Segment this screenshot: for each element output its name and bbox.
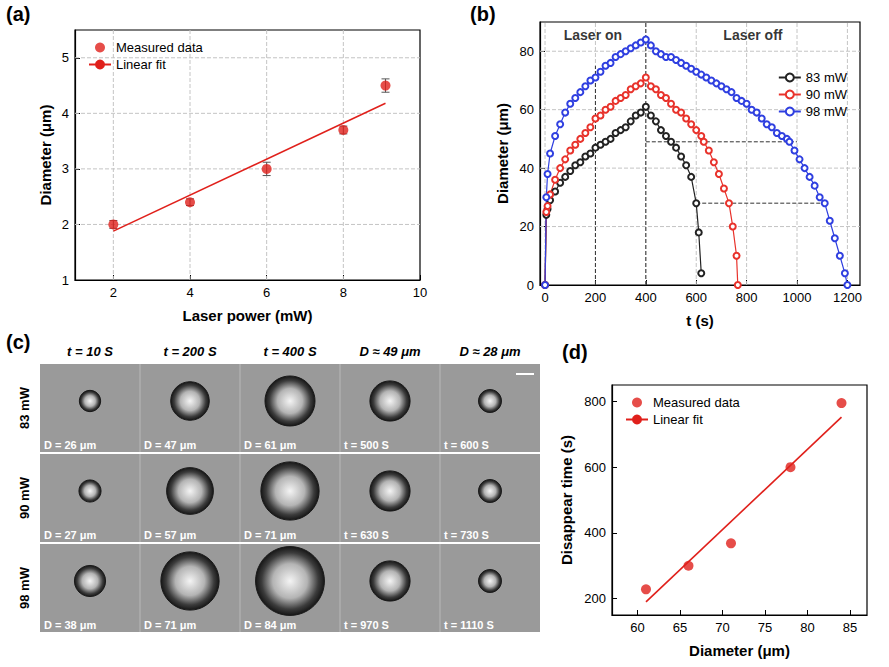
svg-text:D ≈ 28 μm: D ≈ 28 μm <box>459 344 521 359</box>
svg-text:75: 75 <box>758 620 772 635</box>
svg-text:D = 71 μm: D = 71 μm <box>144 619 197 631</box>
svg-text:Diameter (μm): Diameter (μm) <box>494 103 511 204</box>
svg-text:90 mW: 90 mW <box>806 87 848 102</box>
svg-text:t = 730 S: t = 730 S <box>444 529 489 541</box>
svg-text:Linear fit: Linear fit <box>116 57 166 72</box>
svg-text:t = 400 S: t = 400 S <box>263 344 316 359</box>
svg-text:10: 10 <box>413 285 427 300</box>
svg-text:(d): (d) <box>562 341 588 363</box>
svg-text:85: 85 <box>843 620 857 635</box>
svg-text:400: 400 <box>635 290 657 305</box>
svg-text:60: 60 <box>630 620 644 635</box>
svg-text:600: 600 <box>584 460 606 475</box>
svg-text:200: 200 <box>584 591 606 606</box>
svg-text:Disappear time (s): Disappear time (s) <box>558 435 575 565</box>
svg-text:80: 80 <box>800 620 814 635</box>
svg-text:60: 60 <box>520 102 534 117</box>
svg-text:40: 40 <box>520 161 534 176</box>
svg-text:D = 26 μm: D = 26 μm <box>44 439 97 451</box>
svg-text:0: 0 <box>541 290 548 305</box>
svg-text:800: 800 <box>584 394 606 409</box>
svg-text:t = 600 S: t = 600 S <box>444 439 489 451</box>
svg-text:t = 630 S: t = 630 S <box>344 529 389 541</box>
svg-text:20: 20 <box>520 219 534 234</box>
svg-text:4: 4 <box>186 285 193 300</box>
svg-text:Diameter (μm): Diameter (μm) <box>37 105 54 206</box>
svg-text:65: 65 <box>673 620 687 635</box>
svg-text:D = 27 μm: D = 27 μm <box>44 529 97 541</box>
svg-text:Laser power (mW): Laser power (mW) <box>182 307 312 324</box>
svg-text:(b): (b) <box>470 3 496 25</box>
svg-text:Laser on: Laser on <box>564 27 622 43</box>
svg-text:t = 1110 S: t = 1110 S <box>444 619 494 631</box>
svg-text:Measured data: Measured data <box>116 40 203 55</box>
svg-text:90 mW: 90 mW <box>17 476 32 519</box>
svg-text:D = 38 μm: D = 38 μm <box>44 619 97 631</box>
svg-text:5: 5 <box>62 50 69 65</box>
svg-text:6: 6 <box>263 285 270 300</box>
svg-text:800: 800 <box>736 290 758 305</box>
svg-text:Laser off: Laser off <box>723 27 782 43</box>
svg-text:t = 200 S: t = 200 S <box>163 344 216 359</box>
svg-text:1200: 1200 <box>833 290 862 305</box>
svg-text:t = 970 S: t = 970 S <box>344 619 389 631</box>
svg-text:8: 8 <box>340 285 347 300</box>
svg-text:400: 400 <box>584 525 606 540</box>
svg-text:1000: 1000 <box>783 290 812 305</box>
svg-text:(a): (a) <box>6 3 30 25</box>
svg-text:Linear fit: Linear fit <box>653 412 703 427</box>
svg-text:2: 2 <box>62 217 69 232</box>
svg-text:D = 71 μm: D = 71 μm <box>244 529 297 541</box>
svg-text:4: 4 <box>62 106 69 121</box>
svg-text:3: 3 <box>62 161 69 176</box>
svg-text:Diameter (μm): Diameter (μm) <box>689 642 790 659</box>
svg-text:D ≈ 49 μm: D ≈ 49 μm <box>359 344 421 359</box>
svg-text:2: 2 <box>110 285 117 300</box>
svg-text:98 mW: 98 mW <box>17 566 32 609</box>
svg-text:200: 200 <box>585 290 607 305</box>
svg-text:600: 600 <box>685 290 707 305</box>
svg-text:D = 47 μm: D = 47 μm <box>144 439 197 451</box>
svg-text:t = 500 S: t = 500 S <box>344 439 389 451</box>
svg-text:Measured data: Measured data <box>653 395 740 410</box>
svg-text:83 mW: 83 mW <box>806 70 848 85</box>
svg-text:t (s): t (s) <box>686 312 714 329</box>
svg-text:1: 1 <box>62 273 69 288</box>
svg-text:70: 70 <box>715 620 729 635</box>
svg-text:D = 57 μm: D = 57 μm <box>144 529 197 541</box>
svg-text:0: 0 <box>527 278 534 293</box>
svg-text:D = 61 μm: D = 61 μm <box>244 439 297 451</box>
svg-text:t = 10 S: t = 10 S <box>67 344 113 359</box>
svg-text:83 mW: 83 mW <box>17 386 32 429</box>
svg-text:(c): (c) <box>6 331 30 353</box>
svg-text:98 mW: 98 mW <box>806 104 848 119</box>
svg-text:80: 80 <box>520 44 534 59</box>
svg-text:D = 84 μm: D = 84 μm <box>244 619 297 631</box>
